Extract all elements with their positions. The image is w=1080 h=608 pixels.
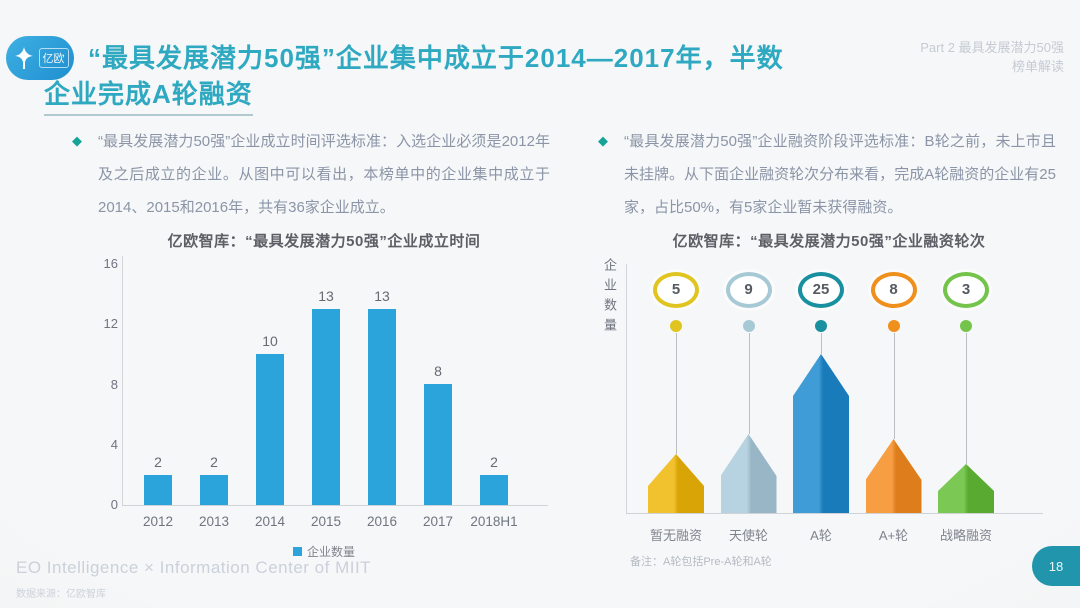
footer-source: 数据来源：亿欧智库 bbox=[16, 589, 106, 600]
founding-chart-title: 亿欧智库：“最具发展潜力50强”企业成立时间 bbox=[167, 233, 481, 250]
drop-line bbox=[966, 333, 967, 464]
logo-wordmark: 亿欧 bbox=[38, 48, 69, 68]
category-label: 暂无融资 bbox=[649, 528, 702, 543]
drop-line bbox=[748, 333, 750, 434]
bar bbox=[200, 475, 228, 505]
x-tick-label: 2016 bbox=[366, 514, 398, 529]
bullet-diamond-icon: ◆ bbox=[72, 133, 82, 148]
count-ring: 9 bbox=[725, 272, 772, 308]
category-label: A+轮 bbox=[878, 528, 909, 543]
drop-line bbox=[893, 333, 895, 439]
bar-value-label: 2 bbox=[154, 454, 162, 470]
rocket-bar bbox=[648, 454, 704, 513]
rocket-bar bbox=[793, 354, 849, 513]
count-ring: 25 bbox=[798, 272, 844, 308]
bar bbox=[312, 309, 340, 505]
funding-chart-title: 亿欧智库：“最具发展潜力50强”企业融资轮次 bbox=[672, 233, 986, 250]
x-axis-line bbox=[122, 505, 548, 506]
y-tick-label: 12 bbox=[103, 316, 118, 332]
y-tick-label: 16 bbox=[103, 256, 118, 271]
x-tick-label: 2013 bbox=[198, 514, 230, 529]
x-tick-label: 2015 bbox=[310, 514, 342, 529]
page-number: 18 bbox=[1048, 558, 1064, 574]
section-label-line2: 榜单解读 bbox=[1011, 59, 1064, 74]
funding-chart-ylabel: 企业数量 bbox=[602, 258, 617, 338]
bullet-paragraph-right: “最具发展潜力50强”企业融资阶段评选标准：B轮之前，未上市且未挂牌。从下面企业… bbox=[624, 133, 1056, 216]
bar-value-label: 10 bbox=[262, 333, 278, 349]
y-axis-line bbox=[122, 256, 123, 505]
page-title-line1: “最具发展潜力50强”企业集中成立于2014—2017年，半数 bbox=[88, 43, 784, 73]
founding-chart-legend: 企业数量 bbox=[88, 543, 560, 560]
bullet-diamond-icon: ◆ bbox=[598, 133, 608, 148]
count-ring: 5 bbox=[653, 272, 699, 308]
count-ring: 8 bbox=[870, 272, 917, 308]
category-label: 天使轮 bbox=[728, 528, 768, 543]
bullet-paragraph-left: “最具发展潜力50强”企业成立时间评选标准：入选企业必须是2012年及之后成立的… bbox=[98, 133, 550, 216]
eo-logo: 亿欧 bbox=[6, 36, 74, 80]
bar-value-label: 13 bbox=[374, 288, 390, 304]
rocket-bar bbox=[938, 464, 994, 513]
rocket-bar bbox=[720, 434, 777, 513]
legend-label: 企业数量 bbox=[306, 545, 355, 559]
y-tick-label: 8 bbox=[110, 376, 118, 392]
funding-round-chart: 亿欧智库：“最具发展潜力50强”企业融资轮次 企业数量 5 暂无融资 9 天使轮 25 A… bbox=[598, 228, 1060, 588]
y-tick-label: 4 bbox=[110, 436, 118, 452]
marker-dot bbox=[887, 320, 900, 332]
bar bbox=[424, 384, 452, 505]
x-tick-label: 2014 bbox=[254, 514, 286, 529]
bar bbox=[368, 309, 396, 505]
section-label-line1: Part 2 最具发展潜力50强 bbox=[920, 40, 1064, 55]
marker-dot bbox=[742, 320, 755, 332]
count-ring: 3 bbox=[943, 272, 989, 308]
marker-dot bbox=[960, 320, 972, 332]
bar-value-label: 2 bbox=[490, 454, 498, 470]
page-number-badge: 18 bbox=[1032, 546, 1080, 586]
drop-line bbox=[821, 333, 822, 354]
x-tick-label: 2017 bbox=[422, 514, 454, 529]
eo-phoenix-icon bbox=[12, 44, 36, 72]
footer-credit: EO Intelligence × Information Center of … bbox=[16, 558, 372, 577]
bar-value-label: 13 bbox=[318, 288, 334, 304]
x-tick-label: 2012 bbox=[142, 514, 174, 529]
section-label: Part 2 最具发展潜力50强 榜单解读 bbox=[920, 38, 1064, 76]
y-tick-label: 0 bbox=[110, 497, 118, 512]
y-axis-line bbox=[626, 264, 627, 513]
founding-year-chart: 亿欧智库：“最具发展潜力50强”企业成立时间 0 4 8 12 16 2 2012 2 2013… bbox=[88, 228, 560, 578]
category-label: 战略融资 bbox=[939, 528, 992, 543]
bar bbox=[256, 354, 284, 505]
x-tick-label: 2018H1 bbox=[470, 514, 518, 529]
marker-dot bbox=[670, 320, 682, 332]
drop-line bbox=[676, 333, 677, 454]
rocket-bar bbox=[865, 439, 922, 513]
page-title-line2: 企业完成A轮融资 bbox=[44, 74, 253, 116]
marker-dot bbox=[815, 320, 827, 332]
bar bbox=[144, 475, 172, 505]
bar-value-label: 2 bbox=[210, 454, 218, 470]
founding-chart-canvas: 0 4 8 12 16 2 2012 2 2013 10 2014 13 2015 13 2016 8 2017… bbox=[88, 228, 560, 578]
funding-chart-note: 备注：A轮包括Pre-A轮和A轮 bbox=[630, 556, 772, 568]
legend-swatch bbox=[292, 547, 302, 556]
bar bbox=[480, 475, 508, 505]
category-label: A轮 bbox=[810, 528, 832, 543]
funding-chart-canvas: 5 暂无融资 9 天使轮 25 A轮 8 A+轮 3 战略融资 bbox=[598, 228, 1060, 588]
x-axis-line bbox=[626, 513, 1043, 514]
bar-value-label: 8 bbox=[434, 363, 442, 379]
